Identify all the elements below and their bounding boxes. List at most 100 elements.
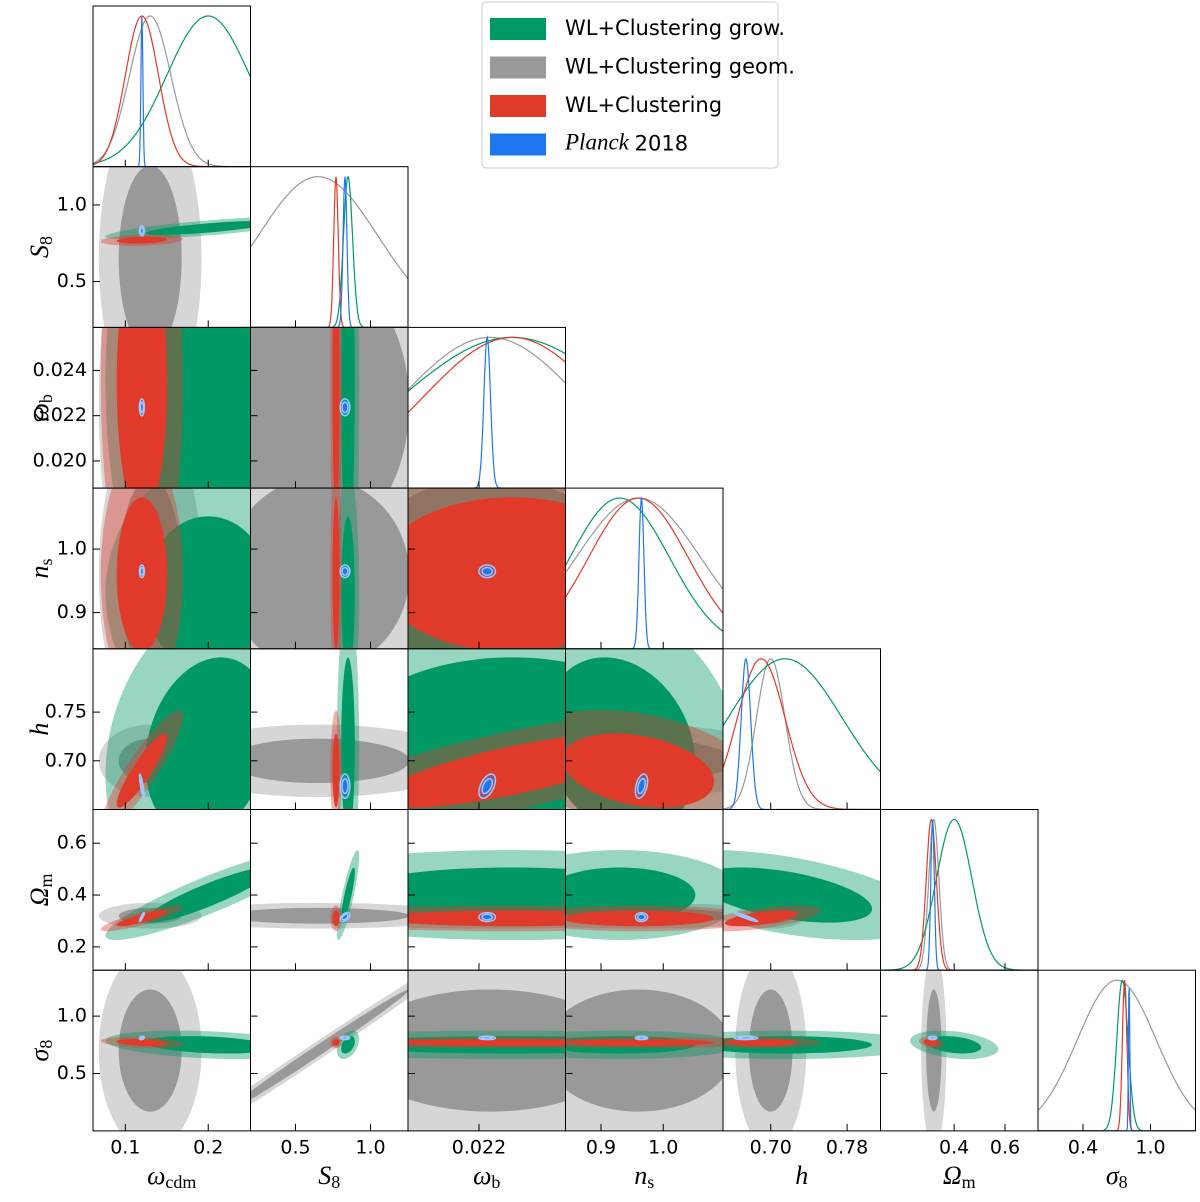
panel [565,487,724,650]
panel [407,809,566,971]
panel-content [565,850,723,941]
x-tick-label: 0.70 [750,1136,792,1158]
marginal-curve [723,658,881,810]
contour-1sigma [139,566,145,576]
marginal-curve [250,176,408,328]
y-tick-label: 1.0 [57,193,87,215]
panel [407,326,566,489]
axis-symbol: Ω [25,887,54,906]
panel-content [250,175,408,328]
axis-subscript: b [491,1172,500,1192]
axis-label: S8 [318,1161,340,1192]
x-tick-label: 0.5 [280,1136,310,1158]
axis-symbol: σ [1106,1161,1120,1190]
contour-1sigma [341,327,355,489]
marginal-curve [250,176,408,328]
axis-subscript: b [36,394,56,403]
marginal-curve [565,496,723,649]
contour-1sigma [116,1039,168,1047]
panel-content [98,166,251,328]
contour-1sigma [250,907,408,924]
y-tick-label: 1.0 [57,538,87,560]
contour-1sigma [724,910,798,927]
contour-1sigma [145,657,251,810]
panel [250,166,409,328]
contour-1sigma [923,1039,940,1047]
axis-symbol: ω [473,1161,491,1190]
marginal-curve [250,175,408,328]
panel: 0.70 0.75 [45,648,251,810]
x-tick-label: 1.0 [1135,1136,1165,1158]
x-tick-label: 0.2 [193,1136,223,1158]
contour-1sigma [481,1036,494,1040]
contour-1sigma [737,1036,754,1040]
panel [407,487,566,650]
y-tick-label: 0.4 [57,884,87,906]
panel-frame [722,648,881,810]
panel: 0.9 1.0 [565,969,724,1158]
panel-frame [880,809,1039,971]
panel-content [880,818,1038,971]
legend-box [481,1,779,169]
axis-symbol: n [634,1161,647,1190]
panel: 0.022 [407,969,566,1158]
panel: 0.5 1.0 [57,166,251,328]
panel: 0.020 0.022 0.024 [33,326,251,489]
panel [407,648,566,810]
contour-1sigma [116,733,168,808]
panel [250,487,409,650]
contour-1sigma [332,733,340,808]
marginal-curve [408,335,566,489]
x-tick-label: 1.0 [648,1136,678,1158]
panel-content [723,657,881,810]
axis-symbol: S [318,1161,331,1190]
y-tick-label: 0.020 [33,449,87,471]
marginal-curve [880,818,1038,971]
axis-subscript: m [962,1172,976,1192]
legend-swatch [490,133,546,156]
legend-label: WL+Clustering geom. [565,55,795,79]
axis-label: σ8 [25,1040,56,1062]
contour-1sigma [332,497,340,649]
marginal-curve [880,819,1038,971]
legend-label: WL+Clustering [565,93,722,117]
y-tick-label: 0.75 [45,701,87,723]
marginal-curve [93,15,251,167]
contour-1sigma [926,989,942,1112]
marginal-curve [723,658,881,773]
panel-content [98,970,251,1131]
axis-subscript: 8 [1119,1172,1128,1192]
marginal-curve [1038,979,1196,1131]
panel-content [250,850,408,941]
axis-subscript: 8 [36,1040,56,1049]
y-tick-label: 0.024 [33,359,87,381]
contour-1sigma [250,738,408,784]
x-tick-label: 0.4 [939,1136,969,1158]
axis-symbol: h [795,1161,808,1190]
panel-content [1038,979,1196,1131]
legend-label: WL+Clustering grow. [565,16,785,40]
contour-1sigma [116,236,168,244]
marginal-curve [250,176,408,279]
axis-label: h [25,723,54,736]
panel-content [93,15,251,167]
marginal-curve [93,15,251,167]
contour-1sigma [145,516,251,649]
axis-subscript: m [36,873,56,887]
panel-content [98,850,251,941]
panel-content [98,327,251,489]
panel [250,648,409,810]
contour-1sigma [145,867,251,923]
y-tick-label: 0.5 [57,270,87,292]
panel-content [723,970,881,1131]
marginal-curve [565,497,723,614]
axis-symbol: h [25,723,54,736]
panel: 0.5 1.0 [250,969,409,1158]
contour-1sigma [139,1036,145,1040]
panel-content [250,488,408,649]
panel [92,5,251,168]
axis-subscript: 8 [331,1172,340,1192]
marginal-curve [93,16,251,167]
contour-1sigma [332,1039,340,1047]
